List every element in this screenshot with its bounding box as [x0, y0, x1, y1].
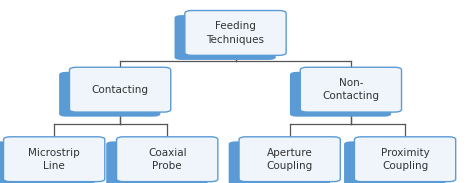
FancyBboxPatch shape — [0, 141, 94, 183]
FancyBboxPatch shape — [300, 67, 401, 112]
FancyBboxPatch shape — [344, 141, 445, 183]
FancyBboxPatch shape — [4, 137, 105, 182]
FancyBboxPatch shape — [290, 72, 391, 117]
FancyBboxPatch shape — [106, 141, 207, 183]
FancyBboxPatch shape — [354, 137, 455, 182]
FancyBboxPatch shape — [185, 10, 286, 55]
Text: Microstrip
Line: Microstrip Line — [28, 148, 80, 171]
FancyBboxPatch shape — [174, 15, 276, 60]
Text: Aperture
Coupling: Aperture Coupling — [267, 148, 313, 171]
Text: Non-
Contacting: Non- Contacting — [322, 78, 380, 101]
FancyBboxPatch shape — [228, 141, 330, 183]
Text: Coaxial
Probe: Coaxial Probe — [148, 148, 187, 171]
FancyBboxPatch shape — [70, 67, 171, 112]
FancyBboxPatch shape — [59, 72, 160, 117]
FancyBboxPatch shape — [116, 137, 218, 182]
Text: Contacting: Contacting — [91, 85, 149, 95]
Text: Proximity
Coupling: Proximity Coupling — [381, 148, 430, 171]
Text: Feeding
Techniques: Feeding Techniques — [206, 21, 265, 44]
FancyBboxPatch shape — [239, 137, 340, 182]
